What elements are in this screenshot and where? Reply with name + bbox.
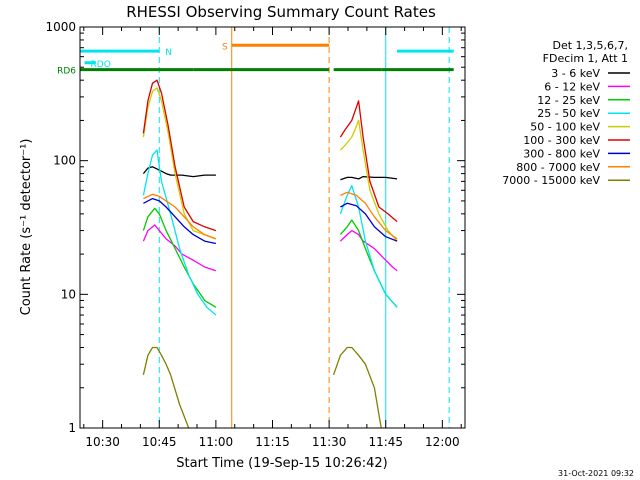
legend-label: 3 - 6 keV bbox=[551, 67, 600, 80]
x-tick-label: 10:45 bbox=[142, 435, 177, 449]
timestamp: 31-Oct-2021 09:32 bbox=[558, 469, 634, 478]
series-line-3-1 bbox=[339, 185, 398, 308]
series-line-1-0 bbox=[142, 224, 217, 272]
legend-label: 300 - 800 keV bbox=[523, 147, 600, 160]
legend-header-settings: FDecim 1, Att 1 bbox=[543, 52, 628, 65]
series-line-5-0 bbox=[142, 79, 217, 232]
x-tick-label: 11:30 bbox=[312, 435, 347, 449]
plot-layer: N S RDO RD6 10:30 10:45 11:00 11:15 11:30 11:45 12… bbox=[45, 20, 466, 449]
series-line-2-0 bbox=[142, 207, 217, 308]
legend-header-detectors: Det 1,3,5,6,7, bbox=[552, 39, 628, 52]
legend-label: 7000 - 15000 keV bbox=[502, 174, 600, 187]
series-line-5-1 bbox=[339, 100, 398, 223]
y-axis-label: Count Rate (s⁻¹ detector⁻¹) bbox=[19, 139, 34, 316]
flag-label-rd6: RD6 bbox=[57, 67, 76, 77]
flag-label-rdo: RDO bbox=[91, 60, 111, 70]
legend-label: 25 - 50 keV bbox=[537, 107, 600, 120]
x-tick-label: 11:15 bbox=[255, 435, 290, 449]
series-line-7-0 bbox=[143, 193, 217, 240]
series-line-6-0 bbox=[143, 197, 217, 245]
series-line-3-0 bbox=[142, 149, 217, 316]
x-tick-label: 11:45 bbox=[368, 435, 403, 449]
legend: Det 1,3,5,6,7, FDecim 1, Att 1 3 - 6 keV… bbox=[502, 39, 630, 187]
y-tick-label: 1 bbox=[68, 421, 76, 435]
series-line-0-0 bbox=[142, 166, 216, 178]
legend-label: 800 - 7000 keV bbox=[516, 161, 600, 174]
legend-label: 100 - 300 keV bbox=[523, 134, 600, 147]
series-line-0-1 bbox=[340, 175, 398, 181]
series-line-4-1 bbox=[339, 119, 398, 242]
flag-label-n: N bbox=[165, 48, 172, 58]
series-line-6-1 bbox=[340, 202, 398, 242]
y-tick-label: 100 bbox=[53, 154, 76, 168]
x-tick-label: 12:00 bbox=[425, 435, 460, 449]
legend-label: 6 - 12 keV bbox=[544, 80, 600, 93]
legend-label: 50 - 100 keV bbox=[530, 121, 600, 134]
legend-label: 12 - 25 keV bbox=[537, 94, 600, 107]
x-tick-label: 11:00 bbox=[199, 435, 234, 449]
y-tick-label: 1000 bbox=[45, 20, 76, 34]
chart-title: RHESSI Observing Summary Count Rates bbox=[126, 3, 436, 21]
series-line-8-0 bbox=[142, 346, 190, 429]
series-line-8-1 bbox=[332, 346, 382, 429]
y-tick-label: 10 bbox=[61, 287, 76, 301]
x-tick-label: 10:30 bbox=[85, 435, 120, 449]
series-line-7-1 bbox=[340, 191, 398, 240]
series-line-4-0 bbox=[142, 87, 217, 240]
x-axis-label: Start Time (19-Sep-15 10:26:42) bbox=[176, 456, 387, 471]
flag-label-s: S bbox=[222, 42, 228, 52]
